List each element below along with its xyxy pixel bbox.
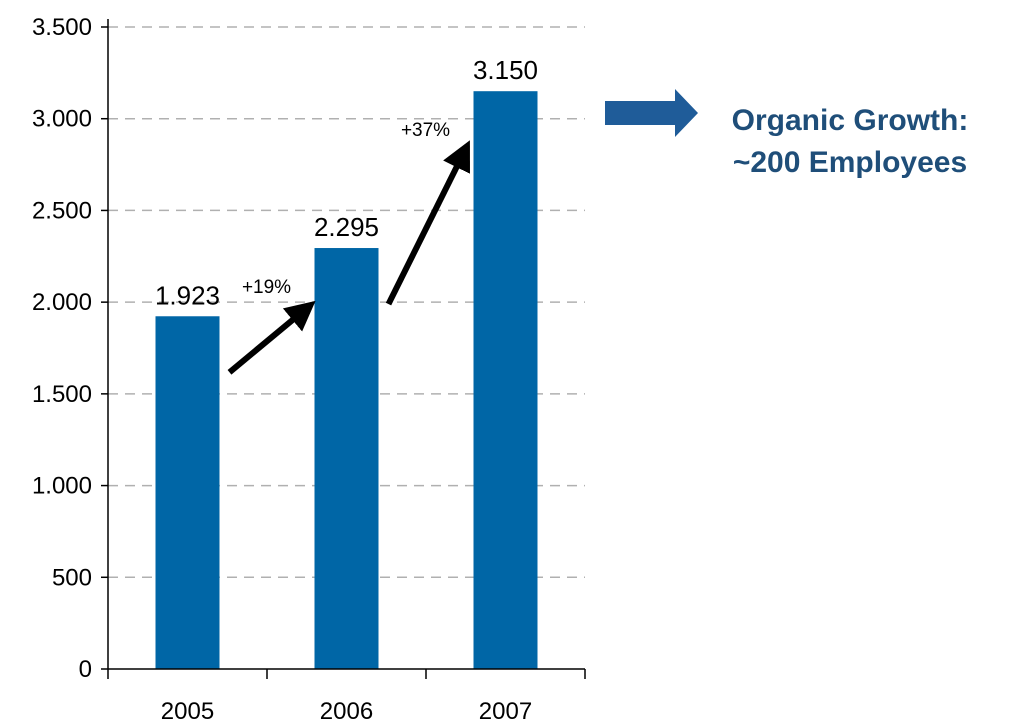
bar-2006 [314, 248, 379, 669]
y-tick-label: 2.500 [32, 197, 92, 224]
y-tick-label: 1.000 [32, 473, 92, 500]
growth-label: +19% [242, 277, 291, 298]
y-tick-label: 1.500 [32, 381, 92, 408]
data-label-2005: 1.923 [155, 280, 220, 310]
x-tick-label: 2006 [320, 698, 373, 723]
y-tick-label: 0 [79, 656, 92, 683]
data-label-2006: 2.295 [314, 212, 379, 242]
growth-label: +37% [401, 120, 450, 141]
growth-callout: Organic Growth: ~200 Employees [690, 100, 1010, 184]
y-tick-label: 3.500 [32, 14, 92, 41]
y-tick-label: 3.000 [32, 106, 92, 133]
bar-2007 [473, 91, 538, 669]
y-tick-label: 2.000 [32, 289, 92, 316]
growth-arrow-icon [385, 140, 470, 306]
bar-2005 [155, 316, 220, 669]
callout-line-2: ~200 Employees [732, 146, 968, 179]
x-tick-label: 2005 [161, 698, 214, 723]
x-tick-label: 2007 [479, 698, 532, 723]
data-label-2007: 3.150 [473, 55, 538, 85]
callout-line-1: Organic Growth: [731, 104, 969, 137]
growth-arrow-icon [227, 300, 316, 375]
callout-arrow-icon [605, 88, 700, 143]
y-tick-label: 500 [52, 564, 92, 591]
